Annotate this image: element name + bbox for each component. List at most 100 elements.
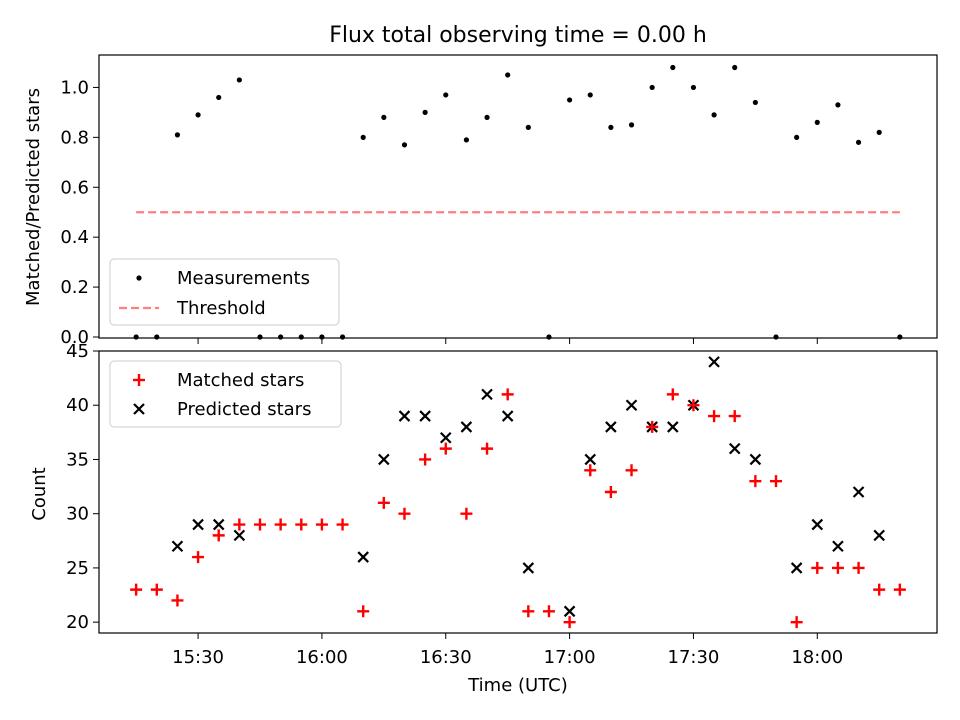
matched-stars-point (150, 583, 163, 596)
matched-stars-point (687, 399, 700, 412)
ratio-y-tick-label: 0.8 (60, 127, 89, 148)
count-marks (130, 356, 906, 629)
ratio-y-tick-label: 0.0 (60, 327, 89, 348)
matched-stars-point (212, 529, 225, 542)
predicted-stars-point (171, 540, 184, 553)
matched-stars-point (666, 388, 679, 401)
measurement-point (855, 139, 862, 145)
count-y-tick-label: 40 (66, 395, 89, 416)
predicted-stars-point (873, 529, 885, 542)
predicted-stars-point (481, 388, 493, 401)
predicted-stars-point (419, 410, 431, 422)
ratio-y-tick-label: 0.2 (60, 277, 89, 298)
measurement-point (525, 124, 531, 130)
count-y-tick-label: 45 (66, 341, 89, 362)
predicted-stars-point (563, 605, 576, 618)
measurement-point (608, 124, 614, 130)
matched-stars-point (481, 442, 494, 455)
measurement-point (567, 97, 573, 103)
count-x-tick-label: 17:30 (668, 647, 720, 668)
predicted-stars-point (522, 562, 535, 574)
measurement-point (670, 64, 676, 71)
matched-stars-point (873, 583, 886, 596)
ratio-y-tick-label: 1.0 (60, 77, 89, 98)
legend-measurements-label: Measurements (177, 268, 310, 289)
predicted-stars-point (460, 421, 473, 433)
matched-stars-point (192, 551, 205, 564)
predicted-stars-point (832, 540, 844, 553)
predicted-stars-point (398, 410, 411, 422)
measurement-point (897, 334, 903, 340)
count-legend-box (109, 360, 342, 428)
count-legend: Matched stars Predicted stars (109, 360, 342, 428)
measurement-point (133, 334, 139, 340)
measurement-point (154, 334, 160, 340)
matched-stars-point (708, 410, 721, 423)
count-plot-frame (98, 350, 938, 634)
measurement-point (257, 334, 263, 340)
predicted-stars-point (667, 421, 679, 433)
matched-stars-point (419, 453, 432, 466)
predicted-stars-point (811, 518, 824, 531)
count-panel: Count Time (UTC) 20 25 30 35 40 45 15:30 16:00 1… (29, 341, 938, 696)
measurement-point (876, 129, 882, 135)
count-y-tick-label: 35 (66, 449, 89, 470)
measurement-point (587, 92, 593, 98)
count-x-tick-label: 17:00 (544, 647, 596, 668)
matched-stars-point (542, 605, 555, 618)
matched-stars-point (501, 388, 514, 401)
matched-stars-point (357, 605, 370, 618)
matched-stars-point (852, 561, 865, 574)
matched-stars-point (831, 561, 844, 574)
matched-stars-point (377, 496, 390, 509)
measurement-point (339, 334, 346, 340)
measurement-point (236, 77, 242, 83)
predicted-stars-point (233, 529, 246, 542)
predicted-stars-point (378, 453, 390, 466)
count-x-tick-label: 15:30 (172, 647, 224, 668)
matched-stars-point (233, 518, 246, 531)
ratio-legend-box (109, 258, 340, 326)
matched-stars-point (770, 475, 783, 488)
predicted-stars-point (212, 518, 225, 531)
measurement-point (649, 84, 655, 91)
legend-predicted-label: Predicted stars (177, 399, 311, 420)
measurement-point (711, 112, 717, 118)
count-y-axis-label: Count (29, 467, 50, 520)
measurement-point (422, 109, 428, 115)
matched-stars-point (274, 518, 287, 531)
measurement-point (298, 334, 304, 340)
matched-stars-point (315, 518, 328, 531)
measurement-point (835, 102, 841, 108)
predicted-stars-point (790, 562, 803, 574)
measurement-point (814, 119, 820, 125)
legend-matched-marker (133, 374, 145, 386)
ratio-y-tick-label: 0.4 (60, 227, 89, 248)
measurement-point (732, 64, 738, 71)
measurement-point (216, 94, 222, 101)
count-ticks: 20 25 30 35 40 45 15:30 16:00 16:30 17:00 17:30 18:… (66, 341, 843, 668)
ratio-legend: Measurements Threshold (109, 258, 340, 326)
x-axis-label: Time (UTC) (467, 675, 568, 696)
predicted-stars-point (749, 453, 762, 466)
measurement-point (401, 142, 408, 148)
predicted-stars-point (584, 453, 597, 466)
ratio-ticks: 0.0 0.2 0.4 0.6 0.8 1.0 (60, 77, 818, 348)
count-x-tick-label: 16:00 (296, 647, 348, 668)
matched-stars-point (625, 464, 638, 477)
matched-stars-point (295, 518, 308, 531)
measurement-point (484, 114, 490, 120)
matched-stars-point (604, 486, 617, 498)
predicted-stars-point (192, 518, 204, 531)
predicted-stars-point (439, 431, 452, 444)
matched-stars-point (439, 442, 452, 455)
count-y-tick-label: 20 (66, 612, 89, 633)
measurement-point (463, 137, 469, 143)
matched-stars-point (171, 594, 184, 607)
legend-measurements-marker (136, 275, 142, 281)
count-y-tick-label: 25 (66, 558, 89, 579)
measurement-point (752, 99, 758, 106)
predicted-stars-point (501, 410, 514, 422)
